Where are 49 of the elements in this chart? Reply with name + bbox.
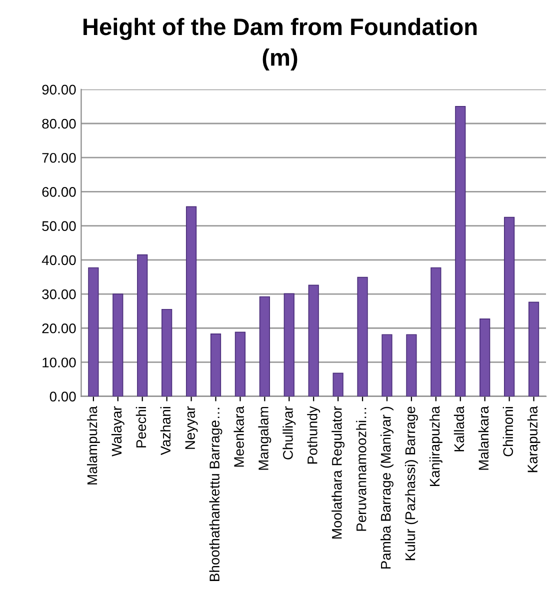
x-tick-label: Kallada <box>454 406 464 452</box>
bar <box>112 294 124 396</box>
y-tick-label: 30.00 <box>42 289 76 300</box>
x-tick-label: Bhoothathankettu Barrage… <box>209 408 222 581</box>
x-tick-label: Mangalam <box>258 406 272 470</box>
y-tick-label: 0.00 <box>50 392 76 402</box>
bar <box>259 296 270 396</box>
x-tick-label: Karapuzha <box>527 406 540 472</box>
x-tick-label: Malankara <box>478 406 489 470</box>
x-tick-label: Moolathara Regulator <box>332 406 345 538</box>
y-tick-label: 90.00 <box>42 84 76 95</box>
x-tick-label: Peruvannamoozhi… <box>356 408 366 531</box>
bar <box>504 216 515 396</box>
x-tick-label: Chimoni <box>502 406 514 456</box>
bar <box>455 106 466 396</box>
x-tick-label: Meenkara <box>234 406 244 467</box>
bar <box>382 334 392 396</box>
bar <box>528 302 540 396</box>
y-tick-label: 20.00 <box>42 323 76 334</box>
x-tick-label: Chulliyar <box>282 406 296 460</box>
bar <box>357 276 368 396</box>
x-tick-label: Peechi <box>136 406 146 448</box>
y-tick-label: 50.00 <box>42 221 76 231</box>
bar <box>234 332 246 396</box>
x-tick-label: Neyyar <box>185 406 198 449</box>
x-tick-label: Walayar <box>111 406 124 456</box>
bar <box>88 267 99 396</box>
bar <box>162 308 172 396</box>
chart-title: Height of the Dam from Foundation (m) <box>84 18 477 71</box>
bar <box>430 267 442 396</box>
x-tick-label: Malampuzha <box>86 406 100 484</box>
bar <box>137 254 148 396</box>
y-tick-label: 60.00 <box>42 187 76 197</box>
y-tick-label: 70.00 <box>42 152 76 163</box>
bar <box>406 334 417 396</box>
bar <box>332 372 344 396</box>
bar <box>480 318 490 396</box>
x-tick-label: Kulur (Pazhassi) Barrage <box>404 406 418 560</box>
bar <box>210 334 222 396</box>
x-tick-label: Pamba Barrage (Maniyar ) <box>380 406 394 569</box>
x-tick-label: Pothundy <box>307 406 320 464</box>
y-tick-label: 80.00 <box>42 118 76 129</box>
y-tick-label: 10.00 <box>42 358 76 368</box>
x-tick-label: Vazhani <box>160 406 171 456</box>
bar <box>308 284 319 396</box>
y-tick-label: 40.00 <box>42 255 76 266</box>
x-tick-label: Kanjirapuzha <box>429 406 442 486</box>
bar <box>284 293 294 396</box>
bar <box>186 206 197 396</box>
